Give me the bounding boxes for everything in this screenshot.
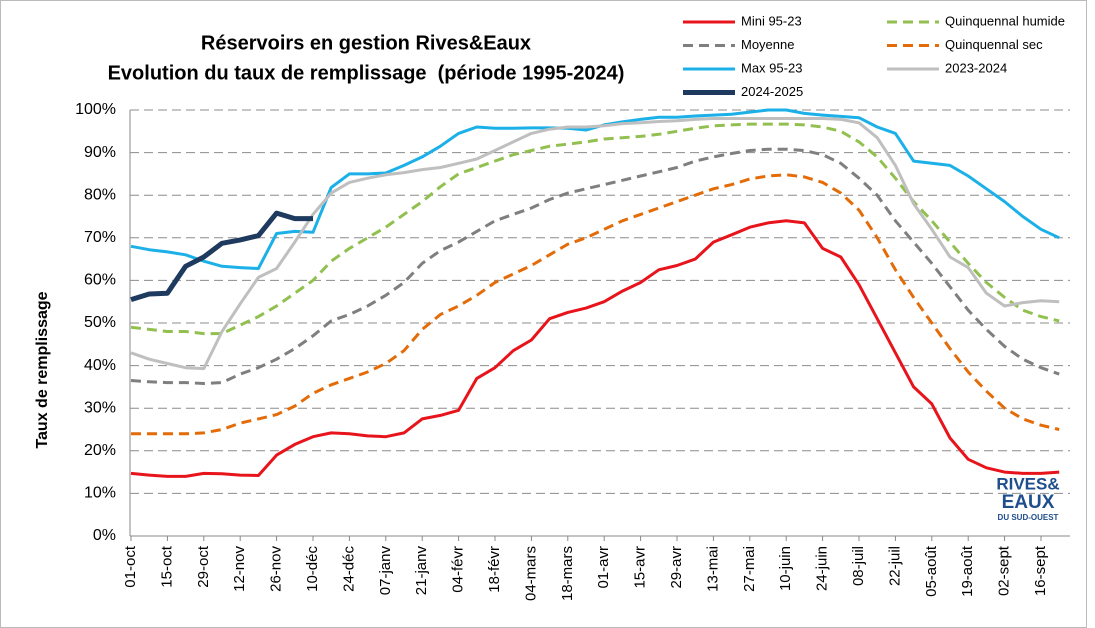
series-line bbox=[130, 147, 1060, 385]
x-tick-label: 26-nov bbox=[268, 546, 285, 592]
legend-label: 2024-2025 bbox=[741, 84, 803, 99]
chart-title: Réservoirs en gestion Rives&Eaux bbox=[201, 32, 531, 54]
logo-text: RIVES& bbox=[996, 474, 1059, 493]
x-tick-label: 29-oct bbox=[195, 545, 212, 588]
x-tick-label: 04-mars bbox=[522, 546, 539, 601]
series-line bbox=[130, 108, 1060, 270]
y-axis-label: Taux de remplissage bbox=[34, 291, 51, 448]
x-tick-label: 24-juin bbox=[814, 546, 831, 591]
x-tick-label: 19-août bbox=[959, 545, 976, 597]
x-tick-label: 27-mai bbox=[741, 546, 758, 592]
y-tick-label: 40% bbox=[84, 357, 116, 374]
y-tick-label: 80% bbox=[84, 186, 116, 203]
x-tick-label: 18-févr bbox=[486, 546, 503, 593]
series-line bbox=[131, 173, 1060, 436]
x-tick-label: 02-sept bbox=[996, 545, 1013, 596]
x-tick-label: 08-juil bbox=[850, 546, 867, 586]
legend-label: Quinquennal humide bbox=[945, 13, 1065, 28]
logo: RIVES& EAUX DU SUD-OUEST bbox=[996, 474, 1059, 522]
y-tick-label: 70% bbox=[84, 229, 116, 246]
x-tick-label: 29-avr bbox=[668, 546, 685, 589]
legend-label: Mini 95-23 bbox=[741, 13, 802, 28]
x-tick-label: 12-nov bbox=[231, 546, 248, 592]
legend-label: Max 95-23 bbox=[741, 60, 802, 75]
x-tick-label: 10-déc bbox=[304, 546, 321, 592]
legend-label: Quinquennal sec bbox=[945, 37, 1043, 52]
x-tick-label: 18-mars bbox=[559, 546, 576, 601]
x-tick-label: 05-août bbox=[923, 545, 940, 597]
y-tick-label: 50% bbox=[84, 314, 116, 331]
x-tick-label: 04-févr bbox=[450, 546, 467, 593]
x-tick-label: 15-oct bbox=[158, 545, 175, 588]
x-tick-label: 21-janv bbox=[413, 546, 430, 596]
y-tick-label: 0% bbox=[93, 527, 116, 544]
x-tick-label: 01-oct bbox=[122, 545, 139, 588]
x-tick-label: 24-déc bbox=[340, 546, 357, 592]
x-tick-label: 01-avr bbox=[595, 546, 612, 589]
x-tick-label: 13-mai bbox=[704, 546, 721, 592]
y-tick-label: 30% bbox=[84, 399, 116, 416]
y-tick-label: 60% bbox=[84, 272, 116, 289]
x-tick-label: 16-sept bbox=[1032, 545, 1049, 596]
y-tick-label: 10% bbox=[84, 485, 116, 502]
logo-text: DU SUD-OUEST bbox=[998, 513, 1059, 522]
legend-label: 2023-2024 bbox=[945, 60, 1007, 75]
logo-text: EAUX bbox=[1002, 492, 1055, 513]
chart-subtitle: Evolution du taux de remplissage (périod… bbox=[108, 62, 625, 84]
y-tick-label: 20% bbox=[84, 442, 116, 459]
x-tick-label: 10-juin bbox=[777, 546, 794, 591]
y-tick-label: 100% bbox=[75, 101, 116, 118]
series-line bbox=[130, 210, 313, 302]
series-line bbox=[130, 219, 1060, 478]
legend-label: Moyenne bbox=[741, 37, 794, 52]
series-line bbox=[130, 117, 1060, 371]
x-tick-label: 07-janv bbox=[377, 546, 394, 596]
y-tick-label: 90% bbox=[84, 144, 116, 161]
series-line bbox=[130, 122, 1060, 336]
x-tick-label: 22-juil bbox=[886, 546, 903, 586]
x-tick-label: 15-avr bbox=[632, 546, 649, 589]
